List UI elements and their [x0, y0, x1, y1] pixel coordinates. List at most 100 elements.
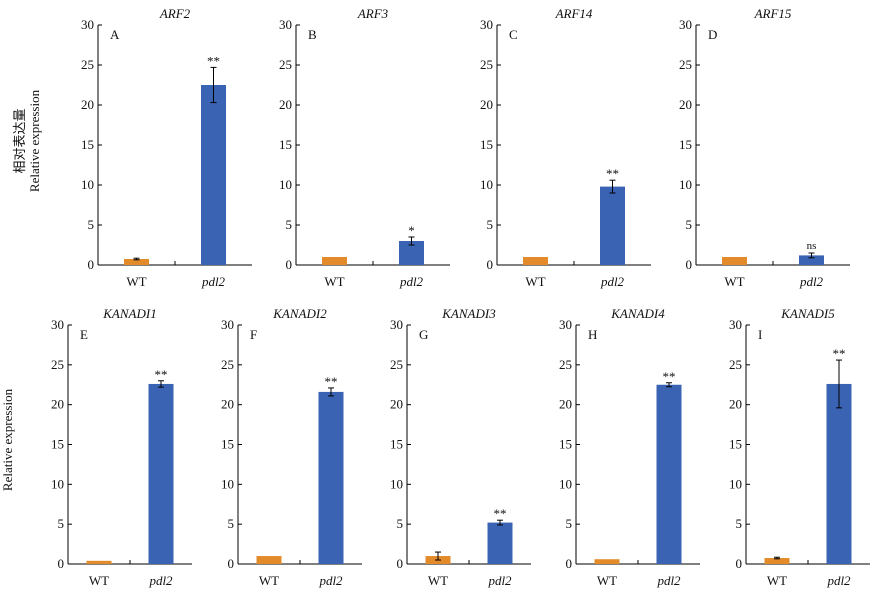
bar-wt [523, 257, 548, 265]
significance-label: ns [807, 240, 817, 252]
category-label: pdl2 [318, 573, 343, 588]
panel-b: 0 5 10 15 20 25 30 WT * pdl2 B ARF3 [279, 6, 450, 289]
y-tick-label: 5 [566, 516, 573, 531]
panel-g: 0 5 10 15 20 25 30 WT ** pdl2 G KANADI3 [390, 306, 531, 588]
significance-label: * [408, 223, 415, 238]
y-tick-label: 0 [736, 556, 743, 571]
category-label: WT [324, 274, 344, 289]
y-tick-label: 5 [487, 217, 494, 232]
y-tick-label: 10 [51, 476, 64, 491]
gene-title: ARF15 [754, 6, 792, 21]
y-tick-label: 10 [81, 177, 94, 192]
y-tick-label: 15 [729, 437, 742, 452]
panel-c: 0 5 10 15 20 25 30 WT ** pdl2 C ARF14 [480, 6, 651, 289]
gene-title: KANADI5 [780, 306, 835, 321]
y-tick-label: 10 [480, 177, 493, 192]
y-tick-label: 0 [566, 556, 573, 571]
y-tick-label: 15 [279, 137, 292, 152]
bar-wt [764, 558, 790, 564]
panel-letter: D [708, 27, 717, 42]
category-label: WT [126, 274, 146, 289]
panel-letter: E [80, 327, 88, 342]
y-tick-label: 25 [51, 357, 64, 372]
panel-letter: C [509, 27, 518, 42]
bar-pdl2 [826, 383, 852, 564]
category-label: WT [259, 573, 279, 588]
y-tick-label: 20 [279, 97, 292, 112]
y-tick-label: 0 [686, 257, 693, 272]
y-tick-label: 15 [390, 437, 403, 452]
y-tick-label: 25 [559, 357, 572, 372]
y-tick-label: 10 [390, 476, 403, 491]
y-tick-label: 30 [480, 17, 493, 32]
y-tick-label: 0 [397, 556, 404, 571]
y-tick-label: 0 [228, 556, 235, 571]
panel-a: 0 5 10 15 20 25 30 WT ** pdl2 A ARF2 [81, 6, 252, 289]
category-label: WT [767, 573, 787, 588]
bar-wt [594, 559, 620, 564]
bar-pdl2 [656, 384, 682, 564]
y-tick-label: 20 [559, 397, 572, 412]
y-tick-label: 15 [679, 137, 692, 152]
y-tick-label: 15 [559, 437, 572, 452]
y-tick-label: 25 [480, 57, 493, 72]
category-label: WT [525, 274, 545, 289]
y-tick-label: 30 [559, 317, 572, 332]
significance-label: ** [207, 53, 220, 68]
significance-label: ** [833, 346, 846, 361]
y-tick-label: 5 [228, 516, 235, 531]
y-tick-label: 10 [221, 476, 234, 491]
panel-e: 0 5 10 15 20 25 30 WT ** pdl2 E KANADI1 [51, 306, 192, 588]
gene-title: KANADI2 [272, 306, 327, 321]
panel-h: 0 5 10 15 20 25 30 WT ** pdl2 H KANADI4 [559, 306, 700, 588]
gene-title: ARF14 [555, 6, 593, 21]
y-tick-label: 0 [58, 556, 65, 571]
panel-letter: F [250, 327, 257, 342]
gene-title: ARF2 [159, 6, 191, 21]
bar-pdl2 [600, 186, 625, 265]
category-label: pdl2 [487, 573, 512, 588]
category-label: pdl2 [656, 573, 681, 588]
category-label: pdl2 [799, 274, 824, 289]
panel-letter: G [419, 327, 428, 342]
y-tick-label: 15 [480, 137, 493, 152]
bar-pdl2 [799, 255, 824, 265]
bar-pdl2 [201, 85, 226, 265]
category-label: pdl2 [600, 274, 625, 289]
y-tick-label: 20 [679, 97, 692, 112]
bar-wt [86, 560, 112, 564]
significance-label: ** [155, 367, 168, 382]
y-tick-label: 0 [88, 257, 95, 272]
y-tick-label: 20 [390, 397, 403, 412]
category-label: WT [597, 573, 617, 588]
y-tick-label: 5 [88, 217, 95, 232]
bar-pdl2 [487, 522, 513, 564]
y-tick-label: 5 [686, 217, 693, 232]
y-tick-label: 15 [81, 137, 94, 152]
category-label: WT [428, 573, 448, 588]
gene-title: KANADI4 [610, 306, 665, 321]
y-tick-label: 30 [81, 17, 94, 32]
panel-d: 0 5 10 15 20 25 30 WT ns pdl2 D ARF15 [679, 6, 850, 289]
panel-letter: A [110, 27, 120, 42]
y-tick-label: 5 [397, 516, 404, 531]
y-tick-label: 5 [736, 516, 743, 531]
category-label: WT [724, 274, 744, 289]
significance-label: ** [606, 166, 619, 181]
y-tick-label: 25 [221, 357, 234, 372]
y-tick-label: 20 [221, 397, 234, 412]
y-tick-label: 10 [679, 177, 692, 192]
y-tick-label: 5 [58, 516, 65, 531]
y-tick-label: 30 [390, 317, 403, 332]
y-tick-label: 0 [286, 257, 293, 272]
category-label: pdl2 [148, 573, 173, 588]
category-label: pdl2 [399, 274, 424, 289]
bar-wt [322, 257, 347, 265]
panel-letter: H [588, 327, 597, 342]
gene-title: KANADI1 [102, 306, 156, 321]
y-tick-label: 25 [679, 57, 692, 72]
gene-title: ARF3 [357, 6, 389, 21]
significance-label: ** [663, 369, 676, 384]
y-tick-label: 25 [729, 357, 742, 372]
